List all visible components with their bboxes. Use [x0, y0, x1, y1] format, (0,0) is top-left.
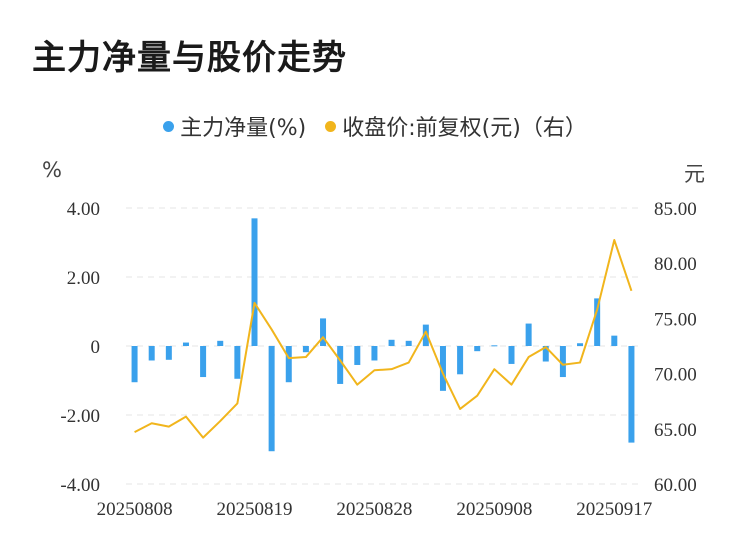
x-tick-label: 20250917	[576, 499, 652, 520]
bar	[217, 340, 224, 346]
legend: 主力净量(%) 收盘价:前复权(元)（右）	[0, 110, 750, 142]
right-tick-label: 65.00	[654, 420, 697, 441]
bar	[200, 346, 207, 378]
bar	[148, 346, 155, 361]
bar	[302, 346, 309, 353]
line-legend-marker-icon	[325, 120, 337, 132]
legend-item-bar[interactable]: 主力净量(%)	[163, 110, 306, 142]
left-tick-label: 2.00	[67, 268, 100, 289]
left-tick-label: -2.00	[60, 406, 100, 427]
bar-legend-marker-icon	[163, 120, 175, 132]
price-line	[134, 239, 633, 439]
x-tick-label: 20250808	[97, 499, 173, 520]
legend-item-line[interactable]: 收盘价:前复权(元)（右）	[325, 110, 587, 142]
right-tick-label: 70.00	[654, 365, 697, 386]
bar	[577, 343, 584, 346]
x-tick-label: 20250908	[456, 499, 532, 520]
left-axis-unit: %	[42, 158, 62, 182]
x-tick-label: 20250819	[217, 499, 293, 520]
bar	[371, 346, 378, 361]
bar	[474, 346, 481, 352]
legend-label-line: 收盘价:前复权(元)（右）	[342, 116, 587, 141]
bar	[439, 346, 446, 391]
bar	[422, 324, 429, 346]
bar	[405, 340, 412, 346]
bar	[559, 346, 566, 378]
right-axis-unit: 元	[684, 162, 705, 186]
bar	[285, 346, 292, 383]
bar	[491, 345, 498, 347]
bar	[594, 298, 601, 346]
left-tick-label: 0	[91, 337, 101, 358]
legend-label-bar: 主力净量(%)	[180, 116, 307, 141]
right-tick-label: 60.00	[654, 475, 697, 496]
bar	[268, 346, 275, 452]
right-tick-label: 75.00	[654, 309, 697, 330]
bar	[457, 346, 464, 375]
bar	[525, 323, 532, 346]
bar	[628, 346, 635, 443]
bar	[234, 346, 241, 379]
bar	[182, 342, 189, 346]
bar	[131, 346, 138, 383]
bar	[611, 335, 618, 346]
right-tick-label: 80.00	[654, 254, 697, 275]
left-tick-label: -4.00	[60, 475, 100, 496]
bar	[388, 339, 395, 346]
bar	[508, 346, 515, 364]
right-tick-label: 85.00	[654, 199, 697, 220]
left-tick-label: 4.00	[67, 199, 100, 220]
chart-title: 主力净量与股价走势	[32, 38, 347, 78]
bar	[251, 218, 258, 346]
x-tick-label: 20250828	[336, 499, 412, 520]
bar	[337, 346, 344, 384]
bar	[165, 346, 172, 360]
bar	[542, 346, 549, 362]
bar	[354, 346, 361, 365]
bar	[320, 318, 327, 346]
